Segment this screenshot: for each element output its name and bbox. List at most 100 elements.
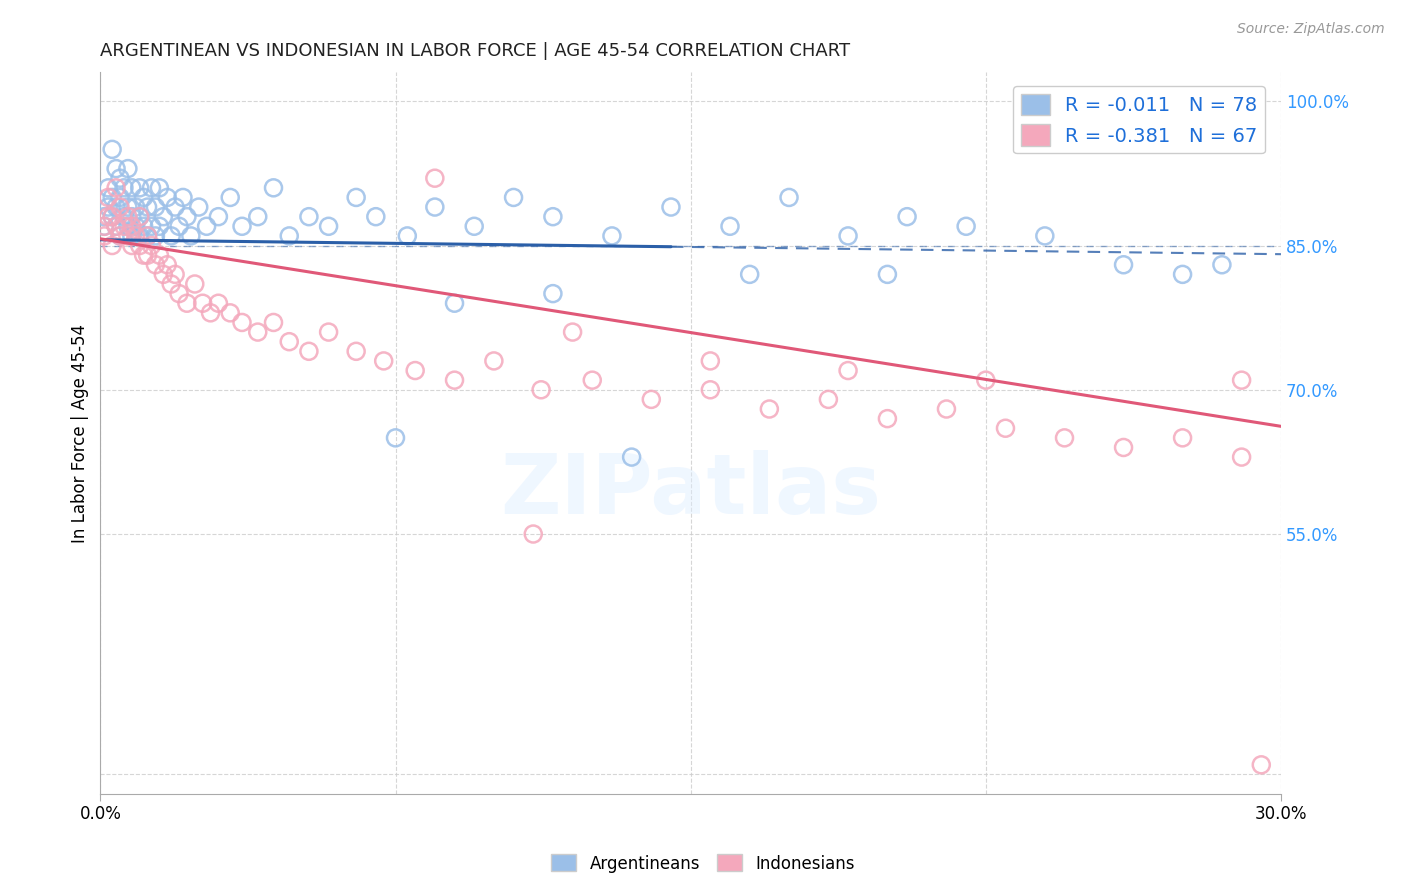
- Point: [994, 421, 1017, 435]
- Point: [152, 268, 174, 282]
- Point: [837, 363, 859, 377]
- Point: [1053, 431, 1076, 445]
- Point: [148, 181, 170, 195]
- Point: [620, 450, 643, 464]
- Point: [101, 210, 124, 224]
- Point: [404, 363, 426, 377]
- Point: [463, 219, 485, 234]
- Point: [443, 373, 465, 387]
- Point: [136, 228, 159, 243]
- Point: [145, 228, 167, 243]
- Point: [93, 210, 115, 224]
- Point: [136, 200, 159, 214]
- Point: [581, 373, 603, 387]
- Point: [128, 210, 150, 224]
- Point: [1230, 373, 1253, 387]
- Point: [640, 392, 662, 407]
- Point: [318, 325, 340, 339]
- Point: [156, 258, 179, 272]
- Point: [125, 200, 148, 214]
- Point: [121, 210, 143, 224]
- Point: [117, 210, 139, 224]
- Point: [263, 181, 285, 195]
- Point: [384, 431, 406, 445]
- Point: [522, 527, 544, 541]
- Point: [176, 210, 198, 224]
- Point: [231, 316, 253, 330]
- Point: [117, 161, 139, 176]
- Point: [187, 200, 209, 214]
- Point: [125, 228, 148, 243]
- Point: [117, 228, 139, 243]
- Point: [298, 210, 321, 224]
- Point: [659, 200, 682, 214]
- Point: [298, 344, 321, 359]
- Point: [145, 258, 167, 272]
- Point: [718, 219, 741, 234]
- Point: [101, 142, 124, 156]
- Point: [278, 334, 301, 349]
- Point: [541, 210, 564, 224]
- Point: [108, 190, 131, 204]
- Text: ARGENTINEAN VS INDONESIAN IN LABOR FORCE | AGE 45-54 CORRELATION CHART: ARGENTINEAN VS INDONESIAN IN LABOR FORCE…: [100, 42, 851, 60]
- Point: [1112, 258, 1135, 272]
- Point: [97, 181, 120, 195]
- Point: [160, 277, 183, 291]
- Point: [93, 219, 115, 234]
- Point: [132, 219, 155, 234]
- Point: [219, 306, 242, 320]
- Point: [105, 200, 128, 214]
- Point: [176, 296, 198, 310]
- Legend: R = -0.011   N = 78, R = -0.381   N = 67: R = -0.011 N = 78, R = -0.381 N = 67: [1012, 86, 1265, 153]
- Y-axis label: In Labor Force | Age 45-54: In Labor Force | Age 45-54: [72, 324, 89, 542]
- Point: [423, 200, 446, 214]
- Point: [97, 210, 120, 224]
- Point: [136, 228, 159, 243]
- Point: [561, 325, 583, 339]
- Point: [837, 228, 859, 243]
- Point: [195, 219, 218, 234]
- Point: [817, 392, 839, 407]
- Point: [207, 210, 229, 224]
- Point: [141, 219, 163, 234]
- Point: [101, 238, 124, 252]
- Point: [1211, 258, 1233, 272]
- Point: [117, 219, 139, 234]
- Point: [132, 248, 155, 262]
- Legend: Argentineans, Indonesians: Argentineans, Indonesians: [544, 847, 862, 880]
- Point: [278, 228, 301, 243]
- Point: [541, 286, 564, 301]
- Point: [108, 171, 131, 186]
- Point: [105, 161, 128, 176]
- Point: [108, 228, 131, 243]
- Point: [364, 210, 387, 224]
- Point: [443, 296, 465, 310]
- Point: [482, 354, 505, 368]
- Point: [935, 402, 957, 417]
- Point: [148, 248, 170, 262]
- Point: [97, 200, 120, 214]
- Point: [117, 200, 139, 214]
- Point: [974, 373, 997, 387]
- Point: [112, 219, 135, 234]
- Point: [152, 210, 174, 224]
- Point: [101, 190, 124, 204]
- Point: [699, 354, 721, 368]
- Point: [93, 219, 115, 234]
- Point: [165, 268, 187, 282]
- Point: [246, 210, 269, 224]
- Point: [1171, 431, 1194, 445]
- Point: [105, 181, 128, 195]
- Point: [1171, 268, 1194, 282]
- Point: [896, 210, 918, 224]
- Point: [955, 219, 977, 234]
- Point: [141, 238, 163, 252]
- Point: [699, 383, 721, 397]
- Point: [876, 411, 898, 425]
- Point: [738, 268, 761, 282]
- Point: [344, 344, 367, 359]
- Point: [148, 219, 170, 234]
- Point: [125, 219, 148, 234]
- Point: [108, 228, 131, 243]
- Point: [876, 268, 898, 282]
